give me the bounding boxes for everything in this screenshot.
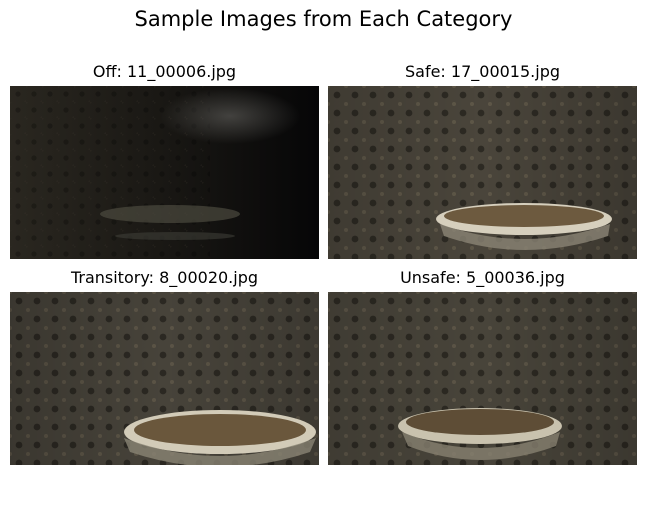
panel-title-transitory: Transitory: 8_00020.jpg (70, 268, 259, 287)
sample-image-transitory (10, 292, 319, 465)
panel-title-off: Off: 11_00006.jpg (92, 62, 237, 81)
sample-image-unsafe (328, 292, 637, 465)
sample-image-safe (328, 86, 637, 259)
panel-title-safe: Safe: 17_00015.jpg (404, 62, 560, 81)
figure-title: Sample Images from Each Category (134, 7, 513, 31)
panel-title-unsafe: Unsafe: 5_00036.jpg (400, 268, 565, 287)
sample-image-off (10, 86, 319, 259)
